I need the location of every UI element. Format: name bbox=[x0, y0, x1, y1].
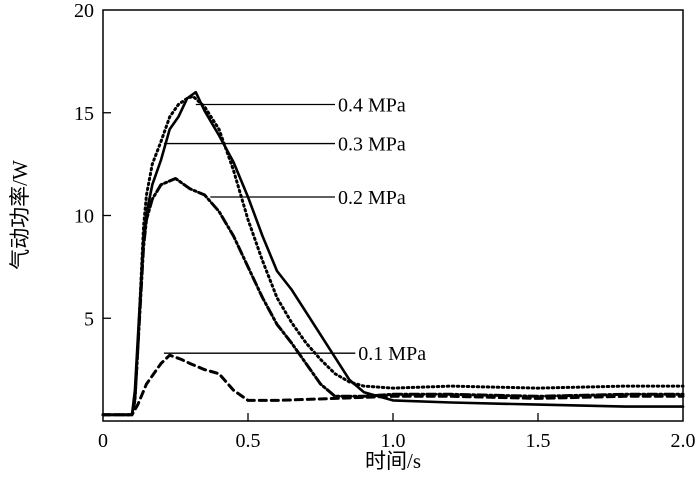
x-tick-label: 2.0 bbox=[671, 430, 696, 452]
annotation-label: 0.2 MPa bbox=[338, 187, 406, 209]
annotation-label: 0.3 MPa bbox=[338, 134, 406, 156]
annotation-label: 0.1 MPa bbox=[358, 343, 426, 365]
x-tick-label: 0 bbox=[98, 430, 108, 452]
x-axis-label: 时间/s bbox=[365, 449, 421, 473]
y-axis-label: 气动功率/W bbox=[8, 160, 32, 270]
annotation-label: 0.4 MPa bbox=[338, 95, 406, 117]
x-tick-label: 0.5 bbox=[236, 430, 261, 452]
y-tick-label: 10 bbox=[74, 206, 94, 228]
x-tick-label: 1.0 bbox=[381, 430, 406, 452]
x-tick-label: 1.5 bbox=[526, 430, 551, 452]
y-tick-label: 20 bbox=[74, 0, 94, 22]
series-line-0-2-mpa bbox=[101, 177, 685, 417]
y-tick-label: 15 bbox=[74, 103, 94, 125]
series-line-0-1-mpa bbox=[101, 353, 685, 417]
series-line-0-3-mpa bbox=[101, 94, 685, 417]
y-tick-label: 5 bbox=[84, 308, 94, 330]
